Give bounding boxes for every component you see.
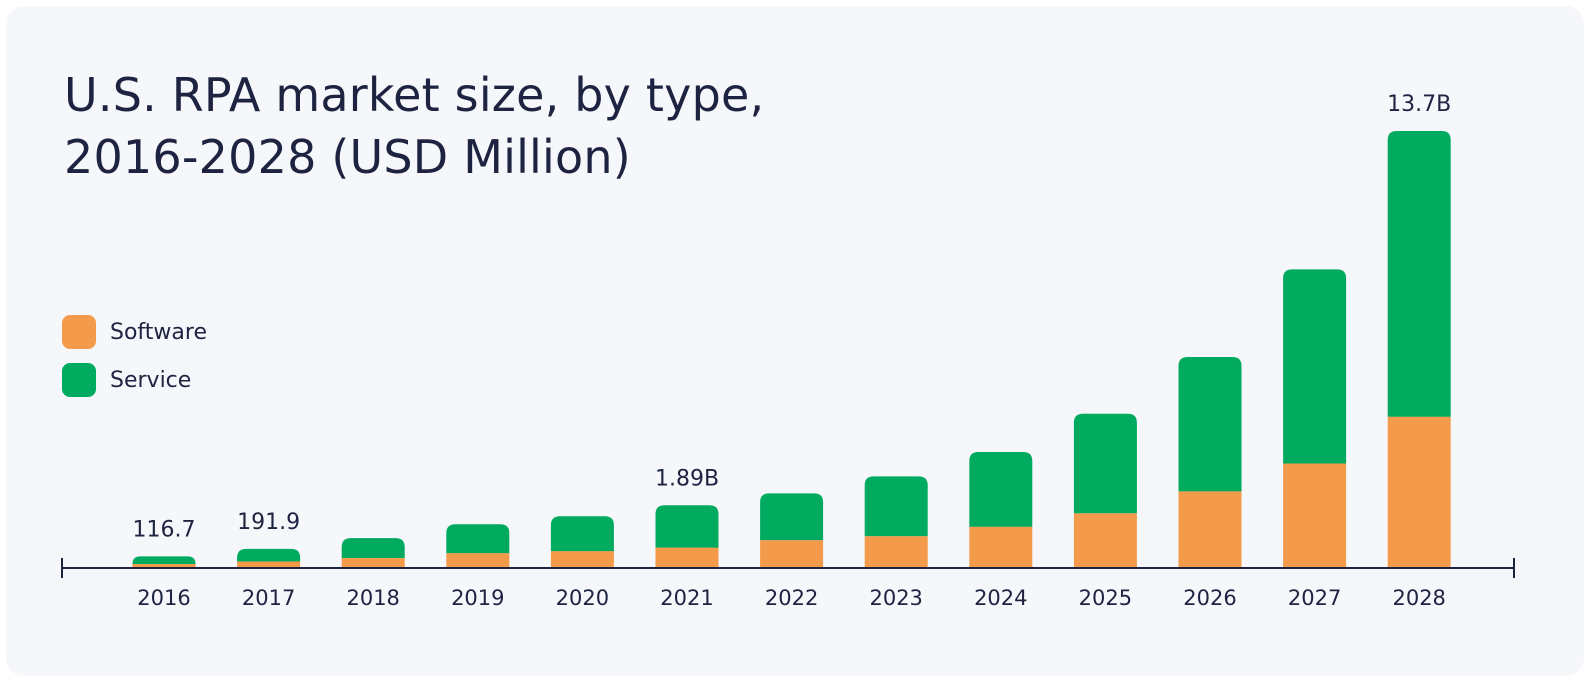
bar-software-2024 — [969, 526, 1033, 568]
bar-software-2020 — [550, 551, 614, 568]
data-label-2016: 116.7 — [133, 517, 196, 542]
x-tick-label-2027: 2027 — [1288, 586, 1341, 610]
bar-service-2024 — [969, 452, 1033, 527]
x-tick-label-2023: 2023 — [869, 586, 922, 610]
bar-software-2021 — [655, 547, 719, 568]
legend: Software Service — [62, 314, 207, 410]
x-tick-label-2021: 2021 — [660, 586, 713, 610]
bar-software-2026 — [1178, 491, 1242, 568]
bar-service-2028 — [1387, 130, 1451, 417]
x-tick-label-2024: 2024 — [974, 586, 1027, 610]
legend-label-service: Service — [110, 367, 192, 393]
bar-service-2027 — [1283, 269, 1347, 464]
x-tick-label-2017: 2017 — [242, 586, 295, 610]
bar-software-2019 — [446, 553, 510, 568]
bar-service-2023 — [864, 476, 928, 537]
bar-service-2019 — [446, 524, 510, 554]
bar-service-2021 — [655, 505, 719, 548]
bar-service-2025 — [1073, 413, 1137, 514]
x-tick-label-2018: 2018 — [346, 586, 399, 610]
legend-swatch-software — [62, 315, 96, 349]
x-tick-label-2028: 2028 — [1392, 586, 1445, 610]
chart-title-line-1: U.S. RPA market size, by type, — [64, 68, 765, 122]
data-label-2021: 1.89B — [655, 466, 719, 491]
bar-software-2023 — [864, 536, 928, 568]
bar-service-2017 — [237, 548, 301, 562]
x-tick-label-2020: 2020 — [556, 586, 609, 610]
bar-software-2025 — [1073, 513, 1137, 568]
bar-software-2022 — [760, 540, 824, 568]
bar-software-2017 — [237, 561, 301, 568]
legend-item-software: Software — [62, 314, 207, 350]
x-tick-label-2022: 2022 — [765, 586, 818, 610]
bar-service-2022 — [760, 493, 824, 541]
x-tick-label-2019: 2019 — [451, 586, 504, 610]
chart-title: U.S. RPA market size, by type, 2016-2028… — [64, 64, 764, 188]
bar-service-2026 — [1178, 356, 1242, 492]
x-tick-label-2016: 2016 — [137, 586, 190, 610]
bar-software-2027 — [1283, 463, 1347, 568]
legend-label-software: Software — [110, 319, 207, 345]
bar-software-2028 — [1387, 416, 1451, 568]
x-tick-label-2025: 2025 — [1079, 586, 1132, 610]
bar-service-2018 — [341, 538, 405, 559]
legend-swatch-service — [62, 363, 96, 397]
bar-software-2016 — [132, 564, 196, 568]
x-tick-label-2026: 2026 — [1183, 586, 1236, 610]
bar-software-2018 — [341, 558, 405, 568]
legend-item-service: Service — [62, 362, 207, 398]
data-label-2028: 13.7B — [1387, 92, 1451, 117]
data-label-2017: 191.9 — [237, 510, 300, 535]
bar-service-2020 — [550, 516, 614, 552]
chart-title-line-2: 2016-2028 (USD Million) — [64, 130, 631, 184]
bar-service-2016 — [132, 556, 196, 565]
